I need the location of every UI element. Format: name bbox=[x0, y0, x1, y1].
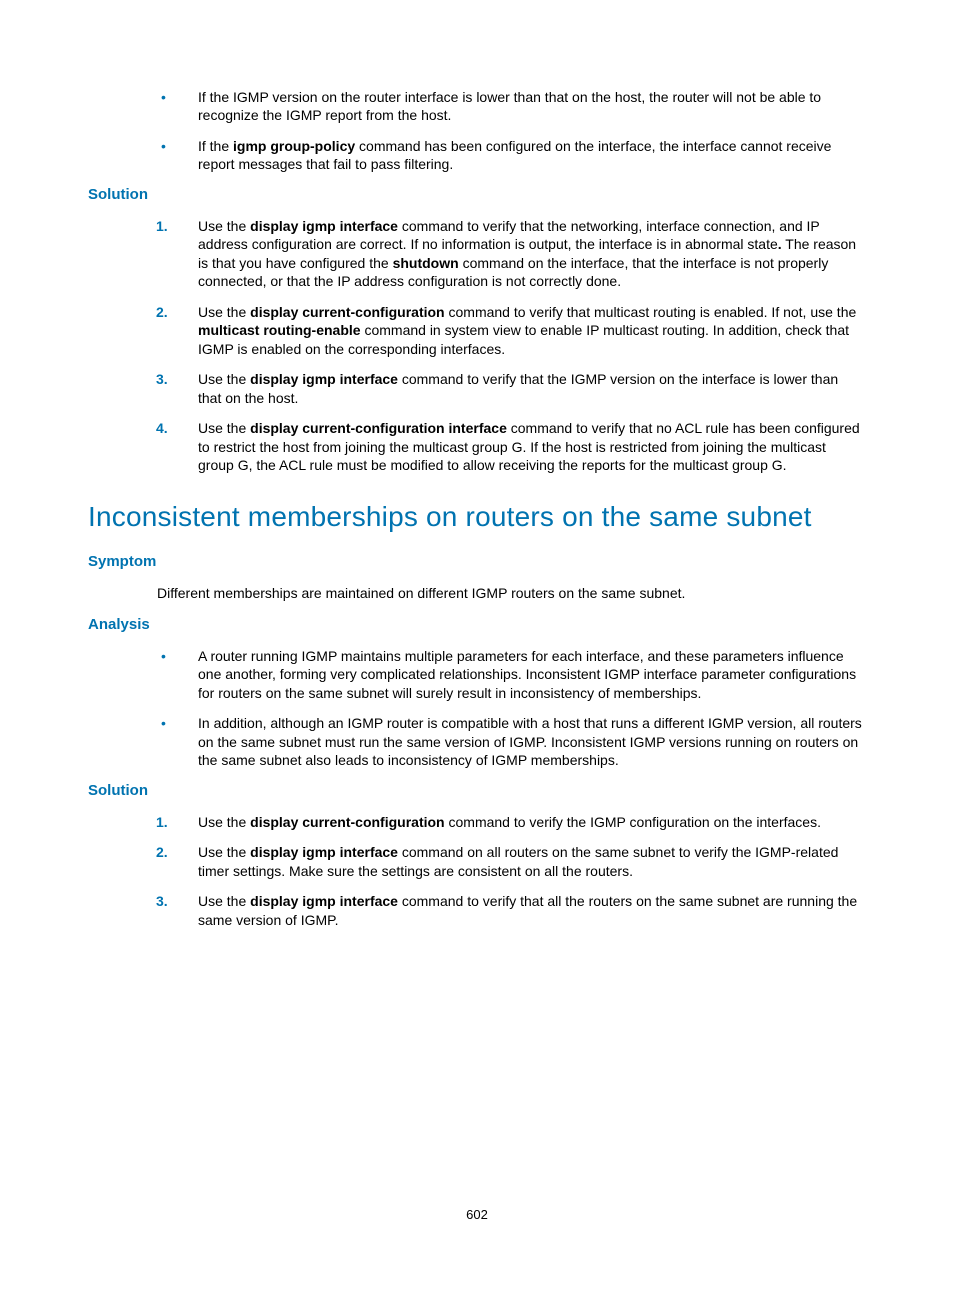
text-pre: Use the bbox=[198, 844, 250, 860]
text-bold: display current-configuration bbox=[250, 304, 444, 320]
solution-heading: Solution bbox=[88, 186, 864, 203]
analysis-heading: Analysis bbox=[88, 616, 864, 633]
list-item: In addition, although an IGMP router is … bbox=[88, 714, 864, 769]
top-bullet-list: If the IGMP version on the router interf… bbox=[88, 88, 864, 174]
text-bold: display igmp interface bbox=[250, 371, 398, 387]
list-item: 1. Use the display igmp interface comman… bbox=[88, 217, 864, 291]
main-heading: Inconsistent memberships on routers on t… bbox=[88, 501, 864, 533]
text-bold: display igmp interface bbox=[250, 844, 398, 860]
text-mid: command to verify that multicast routing… bbox=[445, 304, 857, 320]
text-pre: Use the bbox=[198, 218, 250, 234]
list-item: 3. Use the display igmp interface comman… bbox=[88, 892, 864, 929]
num-marker: 3. bbox=[156, 892, 168, 910]
text-pre: Use the bbox=[198, 814, 250, 830]
text-bold: display current-configuration interface bbox=[250, 420, 507, 436]
num-marker: 4. bbox=[156, 419, 168, 437]
text-post: command to verify the IGMP configuration… bbox=[445, 814, 821, 830]
list-item: If the IGMP version on the router interf… bbox=[88, 88, 864, 125]
text-bold: display igmp interface bbox=[250, 218, 398, 234]
text-pre: Use the bbox=[198, 371, 250, 387]
list-item: 2. Use the display current-configuration… bbox=[88, 303, 864, 358]
symptom-heading: Symptom bbox=[88, 553, 864, 570]
text-bold: display current-configuration bbox=[250, 814, 444, 830]
text-bold: shutdown bbox=[393, 255, 459, 271]
list-item: If the igmp group-policy command has bee… bbox=[88, 137, 864, 174]
num-marker: 1. bbox=[156, 813, 168, 831]
list-item: A router running IGMP maintains multiple… bbox=[88, 647, 864, 702]
text-bold: multicast routing-enable bbox=[198, 322, 361, 338]
list-item: 3. Use the display igmp interface comman… bbox=[88, 370, 864, 407]
bullet-bold: igmp group-policy bbox=[233, 138, 355, 154]
text-bold: display igmp interface bbox=[250, 893, 398, 909]
num-marker: 2. bbox=[156, 303, 168, 321]
list-item: 4. Use the display current-configuration… bbox=[88, 419, 864, 474]
solution2-list: 1. Use the display current-configuration… bbox=[88, 813, 864, 929]
page-content: If the IGMP version on the router interf… bbox=[0, 0, 954, 929]
num-marker: 1. bbox=[156, 217, 168, 235]
bullet-text: If the IGMP version on the router interf… bbox=[198, 89, 821, 123]
symptom-text: Different memberships are maintained on … bbox=[88, 584, 864, 602]
bullet-text: In addition, although an IGMP router is … bbox=[198, 715, 862, 768]
solution1-list: 1. Use the display igmp interface comman… bbox=[88, 217, 864, 475]
list-item: 2. Use the display igmp interface comman… bbox=[88, 843, 864, 880]
num-marker: 3. bbox=[156, 370, 168, 388]
bullet-text-pre: If the bbox=[198, 138, 233, 154]
text-pre: Use the bbox=[198, 893, 250, 909]
list-item: 1. Use the display current-configuration… bbox=[88, 813, 864, 831]
solution-heading: Solution bbox=[88, 782, 864, 799]
num-marker: 2. bbox=[156, 843, 168, 861]
text-pre: Use the bbox=[198, 420, 250, 436]
analysis-list: A router running IGMP maintains multiple… bbox=[88, 647, 864, 770]
text-pre: Use the bbox=[198, 304, 250, 320]
bullet-text: A router running IGMP maintains multiple… bbox=[198, 648, 856, 701]
page-number: 602 bbox=[0, 1207, 954, 1222]
